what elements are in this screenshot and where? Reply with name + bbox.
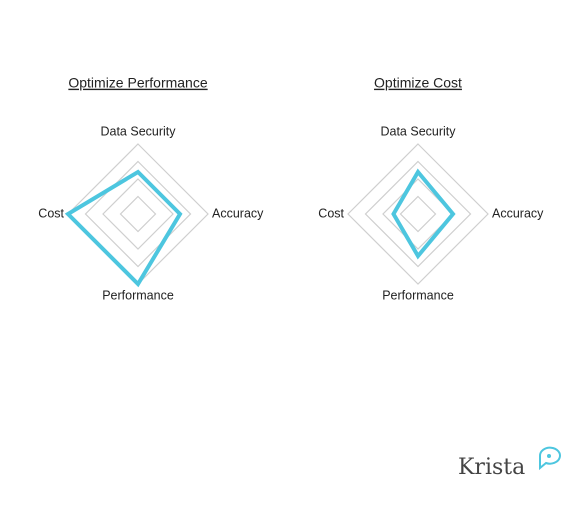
data-area [391, 168, 456, 260]
data-area [64, 169, 183, 288]
axis-label: Accuracy [492, 206, 544, 220]
axis-label: Performance [102, 288, 174, 302]
axis-label: Accuracy [212, 206, 264, 220]
grid-ring [364, 160, 472, 268]
grid-ring [399, 195, 437, 233]
brand-logo-icon [538, 446, 561, 471]
brand-logo-text: Krista [458, 455, 525, 480]
axis-label: Cost [318, 206, 344, 220]
axis-label: Cost [38, 206, 64, 220]
grid-ring [84, 160, 192, 268]
chart-title: Optimize Performance [68, 75, 207, 91]
chart-title: Optimize Cost [374, 75, 462, 91]
axis-label: Performance [382, 288, 454, 302]
grid-ring [347, 143, 489, 285]
grid-ring [119, 195, 157, 233]
grid-ring [102, 178, 174, 250]
grid-ring [67, 143, 209, 285]
axis-label: Data Security [100, 124, 176, 138]
axis-label: Data Security [380, 124, 456, 138]
